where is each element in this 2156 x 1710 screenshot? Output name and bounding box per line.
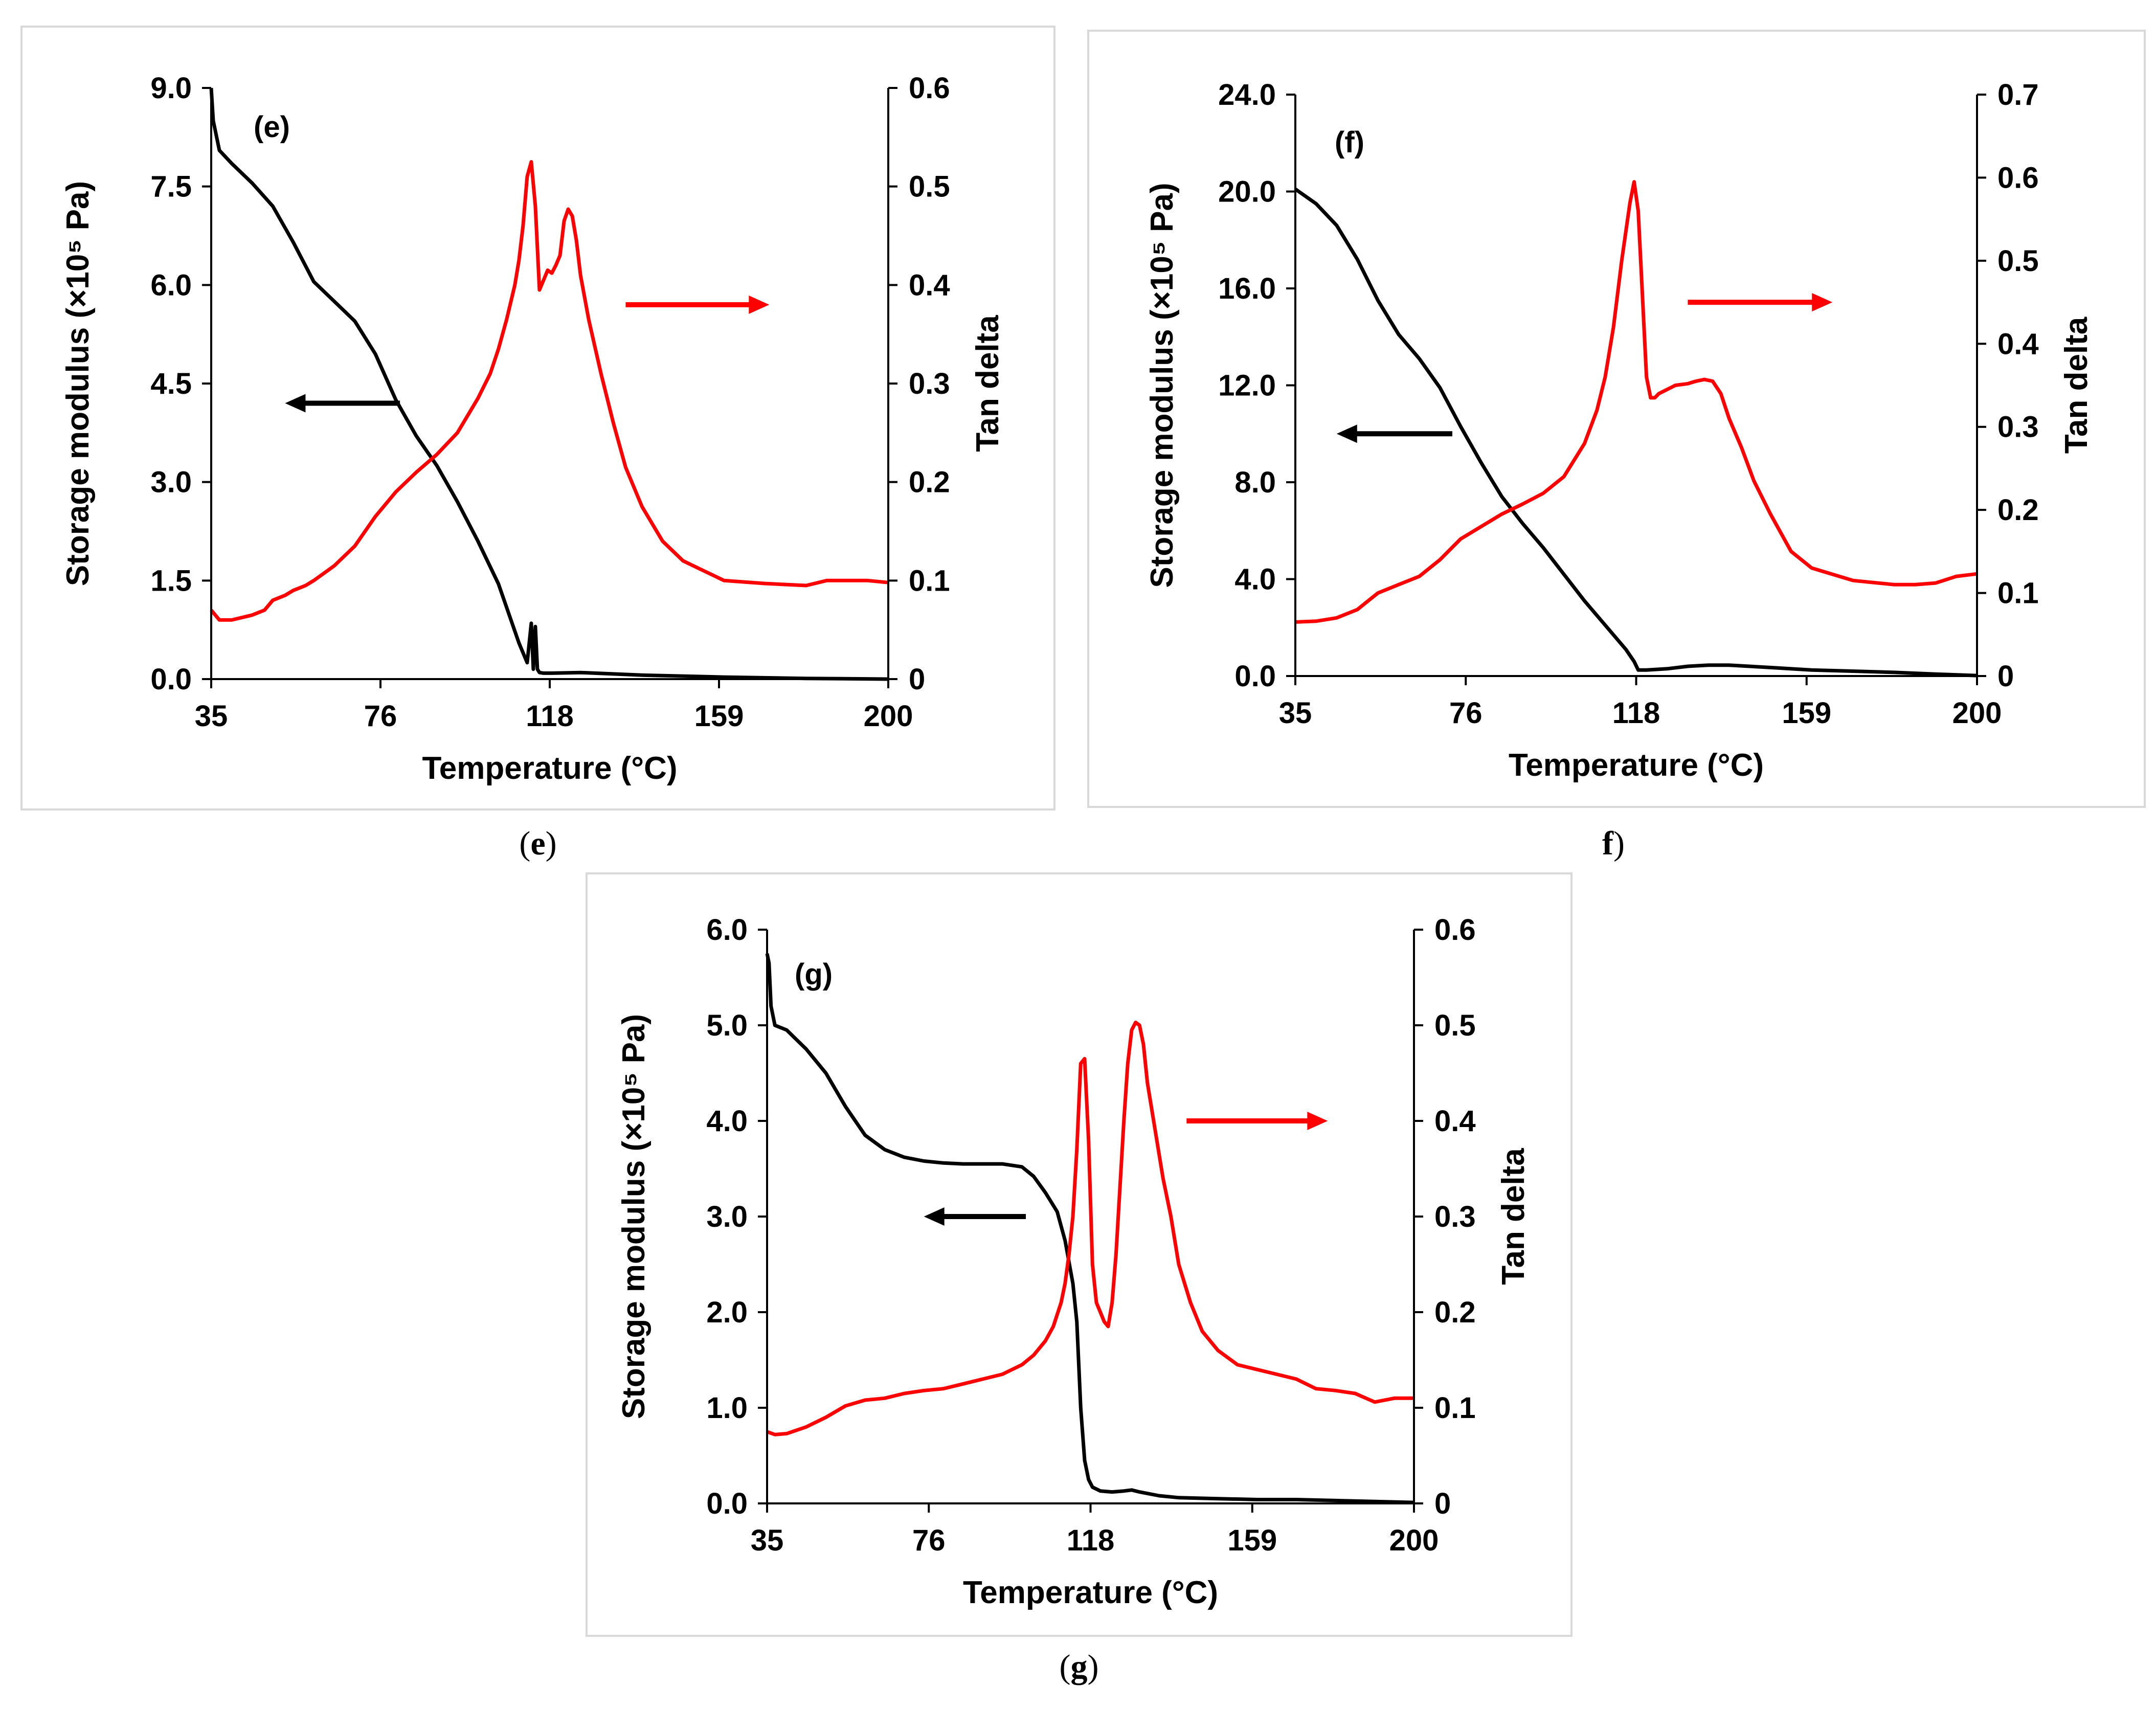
chart-panel-f: 0.0 4.0 8.0 12.0 16.0 20.0 24.0 0 0.1 0.2 0.3 0.4 0.…: [1087, 30, 2146, 808]
x-tick-label: 76: [1449, 696, 1483, 730]
tan-delta-line: [1295, 180, 1978, 624]
y-tick-label: 12.0: [1218, 369, 1276, 402]
x-tick-label: 159: [694, 700, 744, 733]
chart-panel-g: 0.0 1.0 2.0 3.0 4.0 5.0 6.0 0 0.1 0.2 0.3 0.4 0.5 0.6…: [586, 872, 1573, 1637]
y-axis-title: Storage modulus (×10⁵ Pa): [60, 181, 96, 586]
left-arrow-icon: [924, 1207, 945, 1226]
y2-tick-label: 0: [909, 663, 925, 696]
x-axis-title: Temperature (°C): [422, 751, 677, 786]
y2-tick-label: 0.6: [1434, 913, 1476, 947]
y2-tick-label: 0.4: [1997, 327, 2039, 361]
y2-tick-label: 0: [1997, 660, 2014, 693]
left-arrow-icon: [285, 394, 306, 413]
caption-e: (e): [519, 825, 557, 862]
tan-delta-line: [210, 160, 889, 622]
y2-tick-label: 0.5: [1434, 1009, 1476, 1042]
y-axis-title: Storage modulus (×10⁵ Pa): [616, 1014, 652, 1419]
y2-tick-label: 0.7: [1997, 78, 2039, 111]
y2-tick-label: 0.3: [909, 367, 950, 400]
x-tick-label: 159: [1782, 696, 1831, 730]
x-tick-label: 200: [864, 700, 913, 733]
storage-modulus-line: [209, 87, 889, 681]
y2-axis-title: Tan delta: [2059, 317, 2094, 454]
y2-tick-label: 0.1: [909, 564, 950, 597]
x-tick-label: 159: [1227, 1524, 1277, 1557]
x-tick-label: 76: [912, 1524, 946, 1557]
x-tick-label: 200: [1952, 696, 2002, 730]
right-arrow-icon: [1307, 1112, 1328, 1130]
x-tick-label: 76: [364, 700, 397, 733]
caption-g: (g): [1059, 1648, 1099, 1685]
y2-tick-label: 0.5: [1997, 244, 2039, 278]
y2-tick-label: 0: [1434, 1487, 1451, 1520]
y-tick-label: 6.0: [706, 913, 748, 947]
y-tick-label: 16.0: [1218, 272, 1276, 305]
y2-tick-label: 0.2: [909, 466, 950, 499]
y-tick-label: 3.0: [706, 1200, 748, 1233]
panel-label: (e): [254, 110, 290, 144]
y2-tick-label: 0.2: [1434, 1296, 1476, 1329]
y2-tick-label: 0.1: [1997, 577, 2039, 610]
x-tick-label: 118: [1067, 1524, 1115, 1557]
x-tick-label: 118: [1612, 696, 1660, 730]
chart-f-svg: 0.0 4.0 8.0 12.0 16.0 20.0 24.0 0 0.1 0.2 0.3 0.4 0.…: [1144, 78, 2094, 783]
y-tick-label: 0.0: [1234, 660, 1276, 693]
storage-modulus-line: [1294, 187, 1978, 678]
y2-tick-label: 0.6: [1997, 161, 2039, 194]
x-tick-label: 118: [526, 700, 574, 733]
caption-f: f): [1602, 825, 1625, 862]
chart-g-svg: 0.0 1.0 2.0 3.0 4.0 5.0 6.0 0 0.1 0.2 0.3 0.4 0.5 0.6…: [616, 913, 1531, 1610]
chart-e-svg: 0.0 1.5 3.0 4.5 6.0 7.5 9.0 0 0.1 0.2 0.3 0.4 0.5 0.6…: [60, 72, 1005, 786]
y-tick-label: 20.0: [1218, 175, 1276, 209]
y2-axis-title: Tan delta: [1496, 1148, 1531, 1285]
y-tick-label: 1.0: [706, 1391, 748, 1425]
y2-tick-label: 0.6: [909, 72, 950, 105]
y-axis-title: Storage modulus (×10⁵ Pa): [1144, 183, 1180, 588]
y2-axis-title: Tan delta: [970, 315, 1005, 452]
y-tick-label: 3.0: [150, 466, 192, 499]
y2-tick-label: 0.5: [909, 170, 950, 204]
y-tick-label: 4.0: [706, 1105, 748, 1138]
storage-modulus-line: [765, 953, 1414, 1504]
x-tick-label: 200: [1389, 1524, 1439, 1557]
x-tick-label: 35: [195, 700, 228, 733]
right-arrow-icon: [749, 295, 770, 314]
right-arrow-icon: [1812, 293, 1833, 312]
y-tick-label: 24.0: [1218, 78, 1276, 111]
y-tick-label: 8.0: [1234, 466, 1276, 499]
y-tick-label: 9.0: [150, 72, 192, 105]
y2-tick-label: 0.2: [1997, 493, 2039, 527]
x-tick-label: 35: [751, 1524, 784, 1557]
tan-delta-line: [766, 1020, 1414, 1436]
y-tick-label: 5.0: [706, 1009, 748, 1042]
y-tick-label: 0.0: [706, 1487, 748, 1520]
panel-label: (g): [795, 958, 833, 991]
y-tick-label: 2.0: [706, 1296, 748, 1329]
x-tick-label: 35: [1279, 696, 1312, 730]
y2-tick-label: 0.1: [1434, 1391, 1476, 1425]
y2-tick-label: 0.3: [1997, 411, 2039, 444]
x-axis-title: Temperature (°C): [1509, 748, 1764, 783]
left-arrow-icon: [1336, 424, 1357, 443]
chart-panel-e: 0.0 1.5 3.0 4.5 6.0 7.5 9.0 0 0.1 0.2 0.3 0.4 0.5 0.6…: [20, 26, 1055, 811]
y2-tick-label: 0.3: [1434, 1200, 1476, 1233]
x-axis-title: Temperature (°C): [963, 1575, 1218, 1610]
y2-tick-label: 0.4: [1434, 1105, 1476, 1138]
y-tick-label: 1.5: [150, 564, 192, 597]
y-tick-label: 0.0: [150, 663, 192, 696]
y-tick-label: 7.5: [150, 170, 192, 204]
y-tick-label: 6.0: [150, 268, 192, 302]
y2-tick-label: 0.4: [909, 268, 950, 302]
y-tick-label: 4.0: [1234, 563, 1276, 596]
y-tick-label: 4.5: [150, 367, 192, 400]
panel-label: (f): [1335, 126, 1364, 159]
